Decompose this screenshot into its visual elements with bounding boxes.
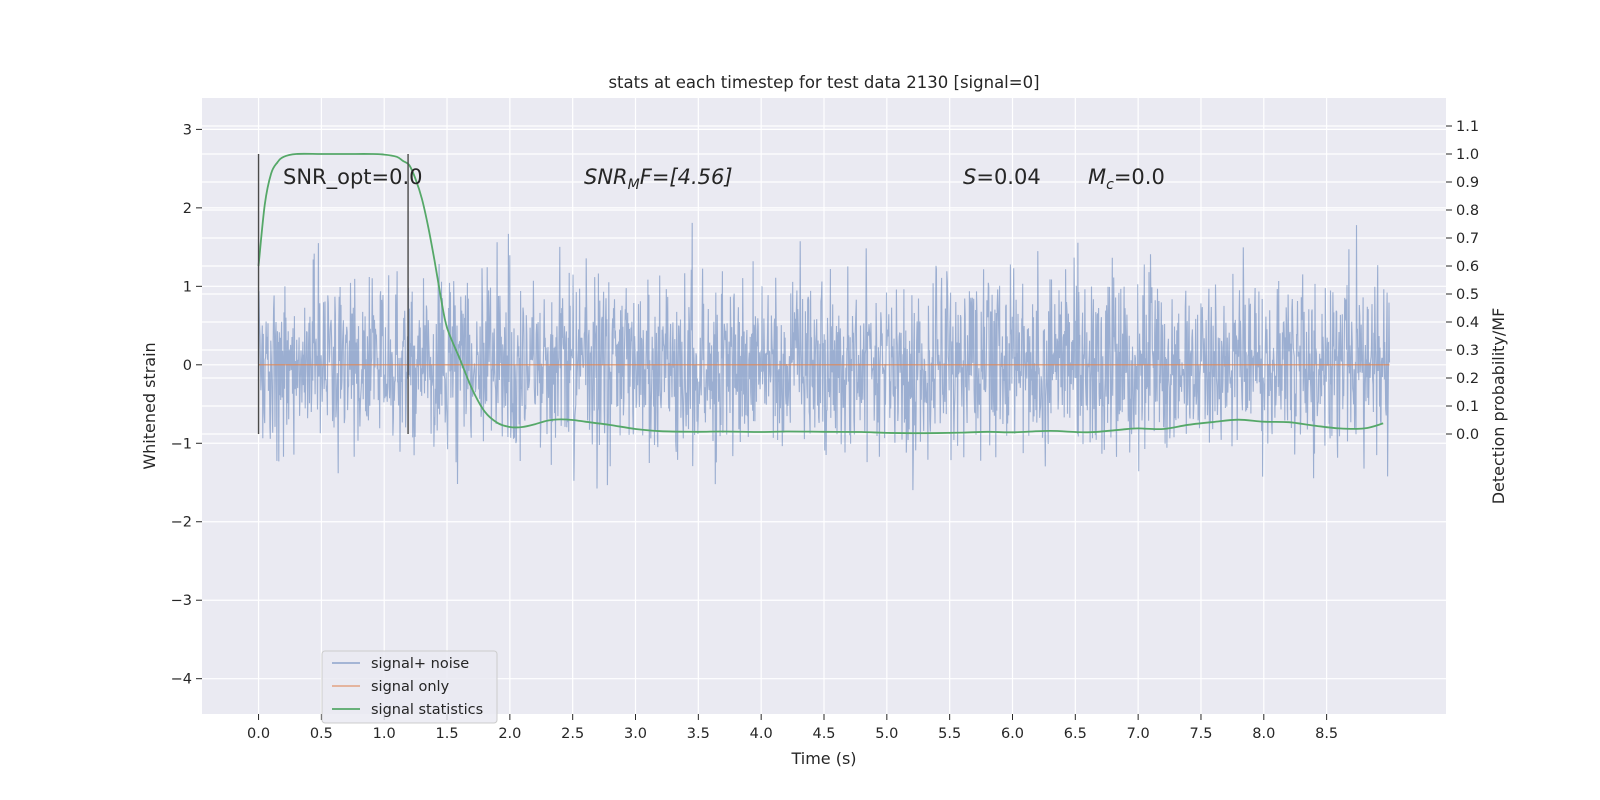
- y-right-tick-label: 0.1: [1456, 399, 1479, 415]
- series-lines: [257, 152, 1390, 435]
- signal-noise-line: [257, 222, 1391, 491]
- x-tick-label: 2.0: [498, 726, 521, 742]
- y-right-tick-label: 0.6: [1456, 259, 1479, 275]
- y-right-tick-label: 0.7: [1456, 231, 1479, 247]
- annotation-snr-mf-main: SNR: [584, 165, 628, 189]
- y-right-tick-label: 1.1: [1456, 119, 1479, 135]
- chart-title: stats at each timestep for test data 213…: [608, 73, 1039, 92]
- x-tick-label: 7.5: [1189, 726, 1212, 742]
- y-tick-label: −2: [171, 515, 192, 531]
- tick-labels: 0.0 0.5 1.0 1.5 2.0 2.5 3.0 3.5 4.0 4.5 5.0 5.5 6.0 6…: [171, 119, 1479, 742]
- y-right-tick-label: 0.3: [1456, 343, 1479, 359]
- y-right-tick-label: 0.4: [1456, 315, 1479, 331]
- y-axis-label: Whitened strain: [140, 342, 159, 469]
- annotation-statistic-main: S: [963, 165, 976, 189]
- x-tick-label: 0.0: [247, 726, 270, 742]
- annotation-statistic-rest: =0.04: [976, 165, 1040, 189]
- y-right-tick-label: 0.5: [1456, 287, 1479, 303]
- legend: signal+ noise signal only signal statist…: [321, 650, 498, 724]
- legend-label-signal-noise: signal+ noise: [371, 656, 469, 672]
- y-tick-label: −1: [171, 436, 192, 452]
- annotation-chirp-mass-main: M: [1088, 165, 1106, 189]
- x-tick-label: 8.5: [1315, 726, 1338, 742]
- legend-box: [321, 650, 498, 724]
- x-tick-label: 1.0: [373, 726, 396, 742]
- x-tick-label: 5.5: [938, 726, 961, 742]
- annotation-snr-mf-sub: M: [628, 177, 640, 193]
- y-right-tick-label: 0.0: [1456, 427, 1479, 443]
- signal-statistics-line: [257, 152, 1384, 435]
- x-tick-label: 3.0: [624, 726, 647, 742]
- annotation-chirp-mass-sub: c: [1106, 177, 1114, 193]
- x-tick-label: 8.0: [1252, 726, 1275, 742]
- x-tick-label: 7.0: [1127, 726, 1150, 742]
- x-tick-label: 6.5: [1064, 726, 1087, 742]
- y-tick-label: 2: [183, 201, 192, 217]
- y-tick-label: 0: [183, 358, 192, 374]
- x-tick-label: 4.5: [812, 726, 835, 742]
- y-tick-label: −3: [171, 593, 192, 609]
- x-tick-label: 2.5: [561, 726, 584, 742]
- annotation-statistic: S=0.04: [963, 165, 1041, 189]
- annotation-chirp-mass: Mc=0.0: [1088, 165, 1165, 193]
- x-tick-label: 5.0: [875, 726, 898, 742]
- y-tick-label: 1: [183, 279, 192, 295]
- legend-label-signal-only: signal only: [371, 679, 450, 695]
- annotation-snr-opt: SNR_opt=0.0: [283, 165, 423, 190]
- x-tick-label: 3.5: [687, 726, 710, 742]
- x-axis-label: Time (s): [790, 749, 856, 768]
- y-right-tick-label: 0.2: [1456, 371, 1479, 387]
- legend-label-signal-statistics: signal statistics: [371, 702, 483, 718]
- x-tick-label: 6.0: [1001, 726, 1024, 742]
- annotation-snr-mf: SNRMF=[4.56]: [584, 165, 733, 193]
- annotation-snr-mf-rest: F=[4.56]: [640, 165, 733, 189]
- x-tick-label: 0.5: [310, 726, 333, 742]
- y-tick-label: 3: [183, 122, 192, 138]
- x-tick-label: 4.0: [750, 726, 773, 742]
- y-tick-label: −4: [171, 672, 192, 688]
- x-tick-label: 1.5: [435, 726, 458, 742]
- y-right-tick-label: 0.9: [1456, 175, 1479, 191]
- y-right-tick-label: 1.0: [1456, 147, 1479, 163]
- series-signal-noise: [257, 222, 1391, 491]
- annotation-chirp-mass-rest: =0.0: [1114, 165, 1165, 189]
- y-axis-label-right: Detection probability/MF: [1489, 308, 1508, 505]
- vertical-markers: [257, 154, 409, 434]
- y-right-tick-label: 0.8: [1456, 203, 1479, 219]
